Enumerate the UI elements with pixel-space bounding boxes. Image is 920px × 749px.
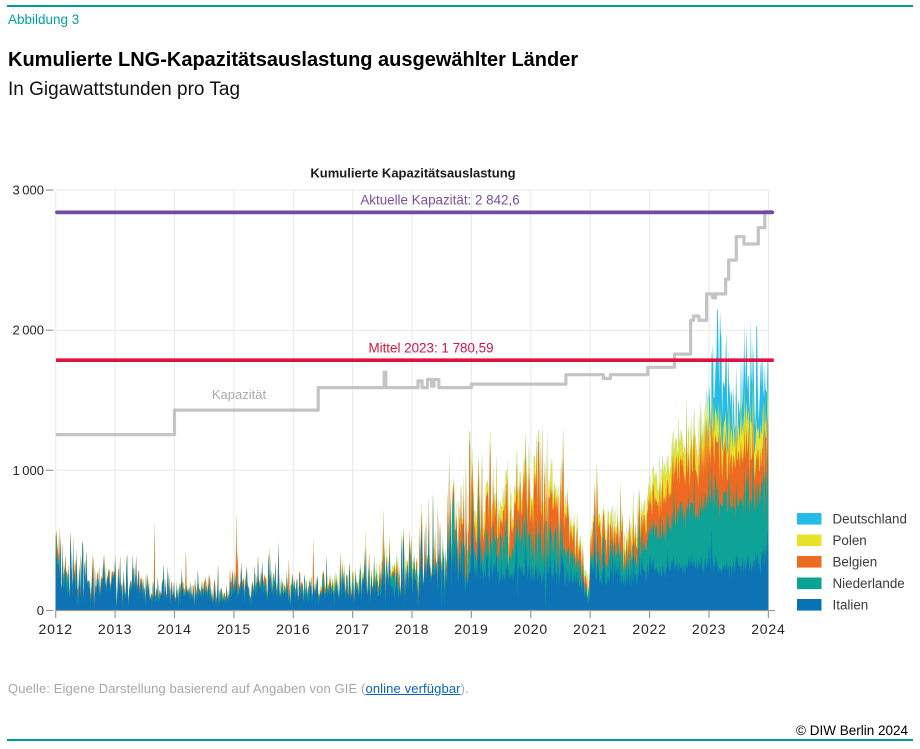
svg-text:Polen: Polen <box>833 533 867 548</box>
svg-text:2017: 2017 <box>335 621 369 637</box>
svg-text:Aktuelle Kapazität: 2 842,6: Aktuelle Kapazität: 2 842,6 <box>360 193 519 208</box>
svg-text:2023: 2023 <box>692 621 726 637</box>
svg-text:2020: 2020 <box>514 621 548 637</box>
svg-text:Italien: Italien <box>833 597 869 612</box>
svg-text:2014: 2014 <box>157 621 191 637</box>
svg-text:2024: 2024 <box>751 621 785 637</box>
svg-text:2013: 2013 <box>98 621 132 637</box>
svg-text:0: 0 <box>37 603 44 618</box>
svg-text:2022: 2022 <box>632 621 666 637</box>
svg-text:Mittel 2023: 1 780,59: Mittel 2023: 1 780,59 <box>368 341 493 356</box>
svg-text:Kapazität: Kapazität <box>212 387 267 402</box>
svg-text:2019: 2019 <box>454 621 488 637</box>
svg-text:Niederlande: Niederlande <box>833 576 905 591</box>
svg-text:2021: 2021 <box>573 621 607 637</box>
svg-text:2016: 2016 <box>276 621 310 637</box>
svg-text:2 000: 2 000 <box>12 323 44 338</box>
svg-text:Deutschland: Deutschland <box>833 511 907 526</box>
svg-text:2015: 2015 <box>217 621 251 637</box>
svg-text:2012: 2012 <box>39 621 73 637</box>
svg-text:1 000: 1 000 <box>12 463 44 478</box>
svg-text:Kumulierte Kapazitätsauslastun: Kumulierte Kapazitätsauslastung <box>310 166 515 181</box>
svg-text:3 000: 3 000 <box>12 183 44 198</box>
svg-text:2018: 2018 <box>395 621 429 637</box>
svg-text:Belgien: Belgien <box>833 554 878 569</box>
